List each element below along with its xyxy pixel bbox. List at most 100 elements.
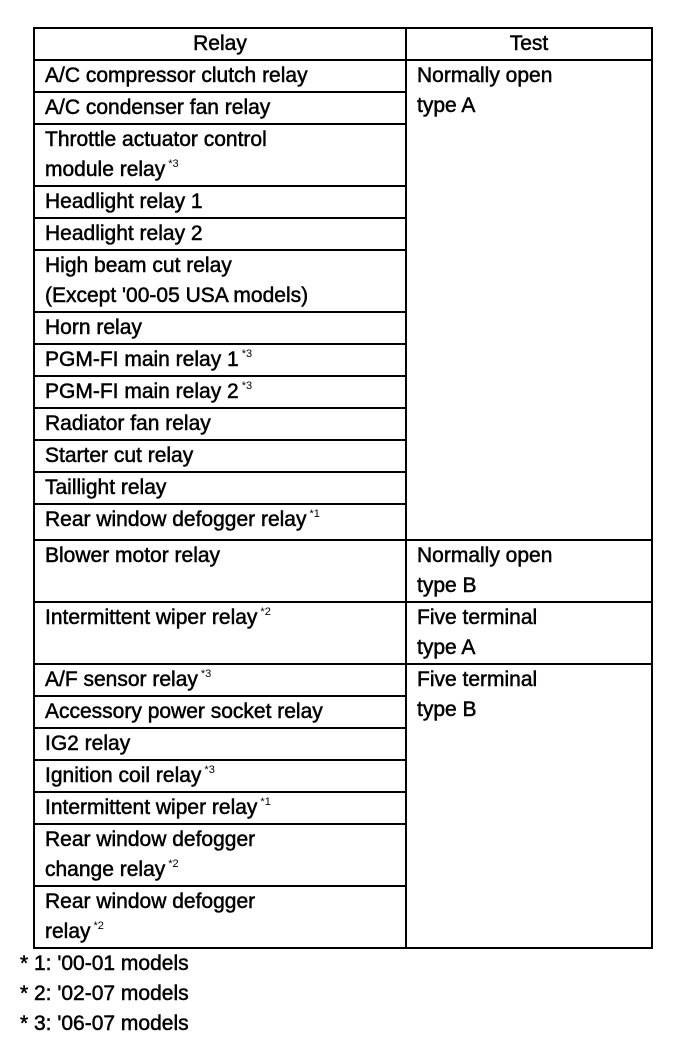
table-row: Ignition coil relay *3 [33,759,652,793]
table-row: A/F sensor relay *3 Five terminal type B [33,663,653,949]
test-type-line: Five terminal [417,606,538,630]
relay-name-line: relay *2 [45,917,405,947]
relay-name: Starter cut relay [45,444,194,468]
document-body: Relay Test A/C compressor clutch relay No… [20,27,653,1039]
test-cell: Five terminal type A [405,601,653,665]
relay-name-line: PGM-FI main relay 2 *3 [45,377,405,407]
relay-name: A/F sensor relay [45,668,198,692]
footnote-marker: *3 [241,380,253,392]
table-row: A/C compressor clutch relay Normally open… [33,59,653,541]
test-type-line: Normally open [417,544,553,568]
table-row: Intermittent wiper relay *2 Five terminal t… [33,601,653,665]
relay-name-line: Rear window defogger [45,825,405,855]
relay-cell: PGM-FI main relay 2 *3 [33,375,407,409]
relay-cell: PGM-FI main relay 1 *3 [33,343,407,377]
relay-cell: A/F sensor relay *3 [33,663,407,697]
relay-cell: Accessory power socket relay [33,695,407,729]
relay-cell: A/C condenser fan relay [33,91,407,125]
relay-name: Taillight relay [45,476,167,500]
relay-name-line: module relay *3 [45,155,405,185]
header-relay: Relay [33,27,407,61]
footnote-2: * 2: '02-07 models [20,982,189,1006]
relay-name-line: Accessory power socket relay [45,697,405,727]
header-row: Relay Test [33,27,653,61]
relay-cell: Radiator fan relay [33,407,407,441]
relay-name: Horn relay [45,316,142,340]
relay-name: Intermittent wiper relay [45,796,258,820]
relay-name: module relay [45,158,166,182]
relay-name: Headlight relay 1 [45,190,203,214]
relay-name-line: Radiator fan relay [45,409,405,439]
footnote-marker: *3 [241,348,253,360]
relay-name-line: change relay *2 [45,855,405,885]
relay-cell: Throttle actuator control module relay *3 [33,123,407,187]
footnote-marker: *2 [168,858,179,870]
footnotes: * 1: '00-01 models * 2: '02-07 models * … [20,949,653,1039]
relay-name-line: Taillight relay [45,473,405,503]
test-type-line: type A [417,94,476,118]
relay-name: Headlight relay 2 [45,222,203,246]
relay-name-line: Intermittent wiper relay *1 [45,793,405,823]
relay-cell: Blower motor relay [33,539,407,603]
relay-cell: Headlight relay 1 [33,185,407,219]
footnote-marker: *3 [168,158,179,170]
relay-name: relay [45,920,91,944]
relay-name-line: PGM-FI main relay 1 *3 [45,345,405,375]
footnote-3: * 3: '06-07 models [20,1012,189,1036]
table-row: Starter cut relay [33,439,652,473]
table-row: Rear window defogger relay *1 [33,503,652,541]
relay-name-line: Headlight relay 2 [45,219,405,249]
table-row: Horn relay [33,311,652,345]
relay-cell: Rear window defogger relay *2 [33,885,407,949]
relay-name-line: Blower motor relay [45,541,405,571]
relay-name: Ignition coil relay [45,764,202,788]
relay-name-line: Rear window defogger [45,887,405,917]
footnote-marker: *3 [200,668,212,680]
relay-name-line: A/C condenser fan relay [45,93,405,123]
relay-name-line: Headlight relay 1 [45,187,405,217]
table-row: PGM-FI main relay 1 *3 [33,343,652,377]
test-type-line: Normally open [417,64,553,88]
relay-name: PGM-FI main relay 1 [45,348,239,372]
relay-name-line: A/F sensor relay *3 [45,665,405,695]
table-row: High beam cut relay (Except '00-05 USA mo… [33,249,652,313]
test-cell: Normally open type B [405,539,653,603]
relay-name: Rear window defogger [45,828,256,852]
relay-cell: Ignition coil relay *3 [33,759,407,793]
table-row: Headlight relay 2 [33,217,652,251]
relay-name: Rear window defogger [45,890,256,914]
relay-test-table: Relay Test A/C compressor clutch relay No… [33,27,653,949]
footnote-marker: *2 [93,920,104,932]
table-row: PGM-FI main relay 2 *3 [33,375,652,409]
relay-name: (Except '00-05 USA models) [45,284,309,308]
table-row: Headlight relay 1 [33,185,652,219]
relay-name: Intermittent wiper relay [45,606,258,630]
footnote-1: * 1: '00-01 models [20,952,189,976]
relay-cell: Starter cut relay [33,439,407,473]
relay-cell: Taillight relay [33,471,407,505]
relay-cell: Horn relay [33,311,407,345]
relay-name: Rear window defogger relay [45,508,307,532]
relay-name: A/C condenser fan relay [45,96,271,120]
test-type-line: Five terminal [417,668,538,692]
relay-name: change relay [45,858,166,882]
relay-cell: Headlight relay 2 [33,217,407,251]
relay-cell: A/C compressor clutch relay [33,59,407,93]
relay-cell: Rear window defogger change relay *2 [33,823,407,887]
relay-name: Blower motor relay [45,544,221,568]
relay-name-line: High beam cut relay [45,251,405,281]
relay-cell: Rear window defogger relay *1 [33,503,407,541]
table-row: Throttle actuator control module relay *3 [33,123,652,187]
test-cell: Normally open type A [405,59,653,541]
relay-name-line: IG2 relay [45,729,405,759]
relay-name-line: Ignition coil relay *3 [45,761,405,791]
relay-name-line: (Except '00-05 USA models) [45,281,405,311]
table-row: Intermittent wiper relay *1 [33,791,652,825]
relay-name-line: Starter cut relay [45,441,405,471]
relay-name: PGM-FI main relay 2 [45,380,239,404]
table-row: Accessory power socket relay [33,695,652,729]
test-type-line: type B [417,574,477,598]
relay-name: Radiator fan relay [45,412,211,436]
relay-name: A/C compressor clutch relay [45,64,308,88]
footnote-marker: *1 [260,796,271,808]
